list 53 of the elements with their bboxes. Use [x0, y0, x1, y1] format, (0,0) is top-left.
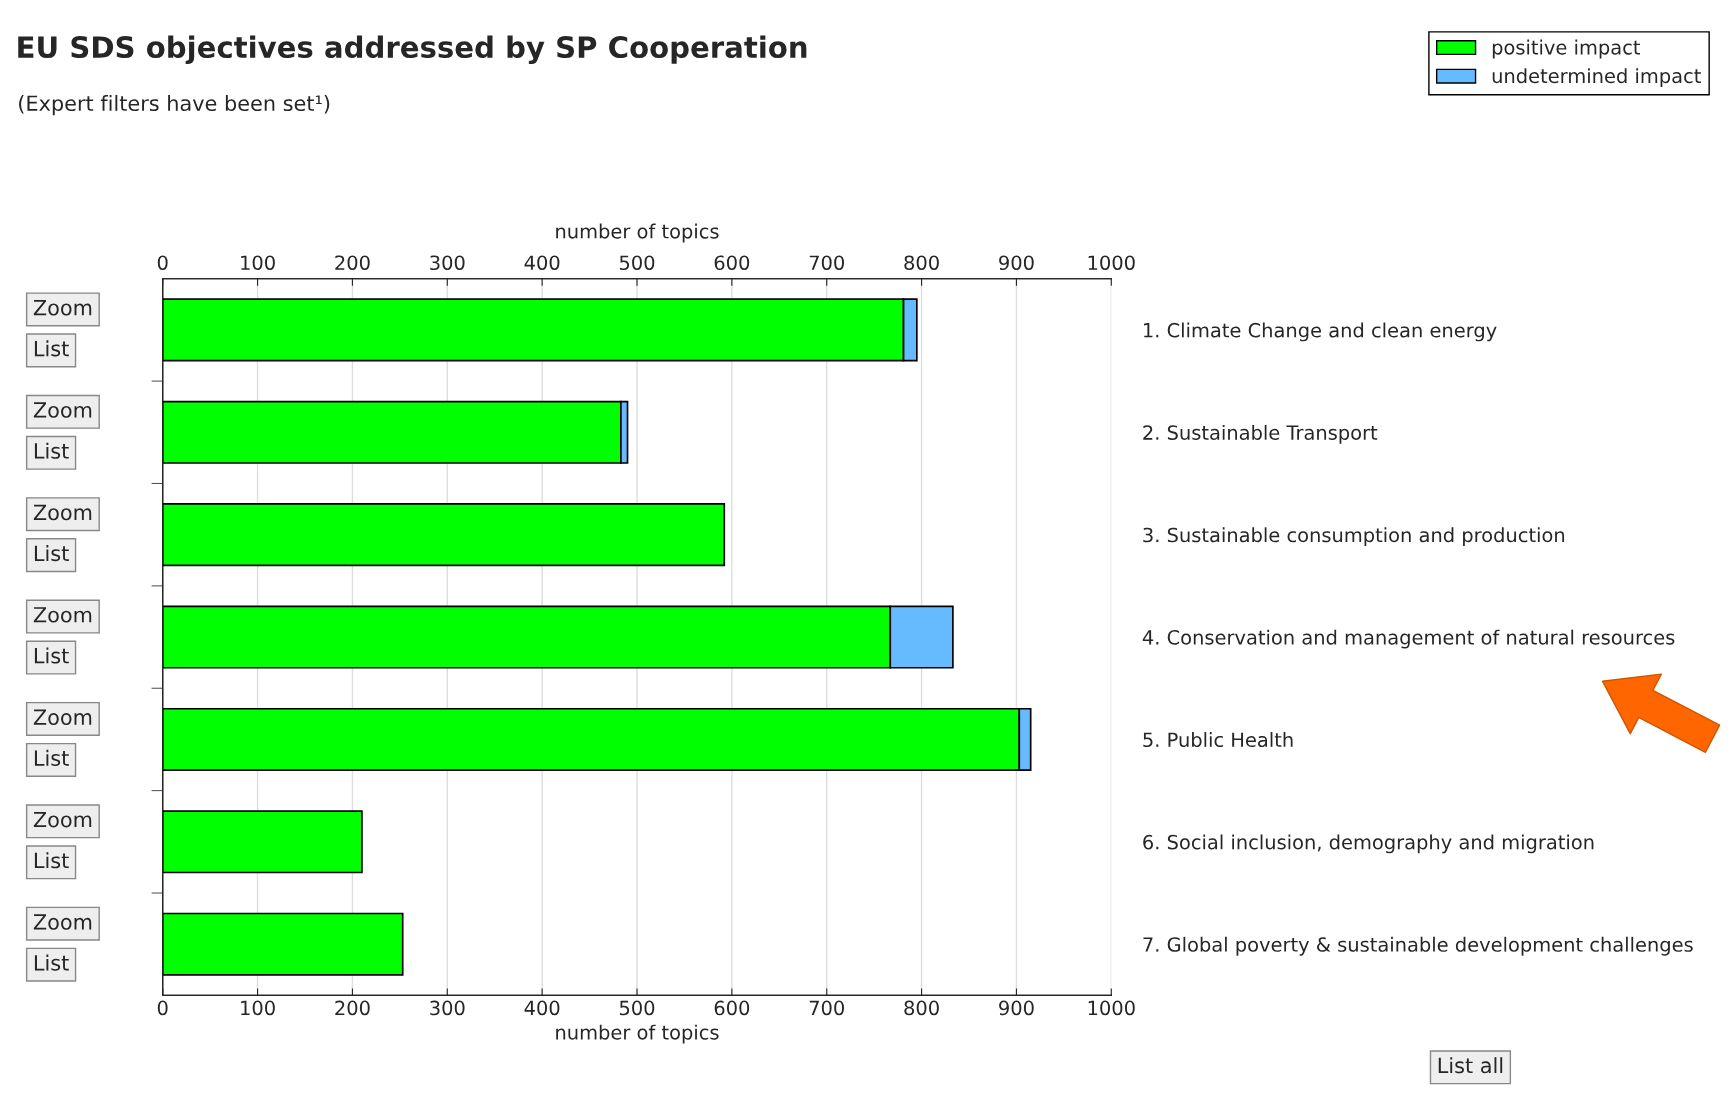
text: List [34, 442, 69, 459]
x2-tick-label: 200 [335, 255, 370, 271]
x2-tick-label: 800 [904, 255, 939, 271]
x-tick-label: 800 [904, 1000, 939, 1016]
text: List [34, 545, 69, 562]
x-axis-title: number of topics [556, 1024, 719, 1044]
text: Zoom [33, 402, 92, 418]
x2-tick-label: 700 [809, 255, 844, 271]
x-tick-label: 100 [241, 1000, 275, 1016]
x2-tick-label: 500 [619, 255, 655, 271]
x2-tick-label: 400 [524, 255, 560, 271]
legend-label: positive impact [1492, 39, 1641, 59]
y-tick-label: 2. Sustainable Transport [1143, 424, 1378, 444]
x2-tick-label: 300 [430, 255, 465, 271]
x-tick-label: 200 [335, 1000, 370, 1016]
legend-label: undetermined impact [1492, 68, 1701, 87]
text: List [34, 749, 69, 766]
x-tick-label: 300 [430, 1000, 465, 1016]
chart-title: EU SDS objectives addressed by SP Cooperation [18, 35, 807, 64]
text: List [34, 647, 69, 664]
text: List [34, 954, 69, 971]
text: List all [1438, 1057, 1503, 1074]
x2-axis-title: number of topics [556, 223, 719, 243]
x-tick-label: 1000 [1088, 1000, 1135, 1016]
x-tick-label: 900 [999, 1000, 1034, 1016]
x2-tick-label: 600 [714, 255, 750, 271]
x2-tick-label: 0 [157, 255, 168, 271]
text: Zoom [33, 709, 92, 726]
x-tick-label: 0 [157, 1000, 168, 1016]
text: Zoom [33, 914, 92, 930]
y-tick-label: 4. Conservation and management of natural resources [1142, 629, 1675, 649]
x2-tick-label: 100 [241, 255, 275, 271]
bar [162, 810, 363, 874]
chart-subtitle: (Expert filters have been set¹) [19, 94, 330, 116]
y-tick-label: 6. Social inclusion, demography and migration [1143, 834, 1594, 854]
x-tick-label: 400 [524, 1000, 560, 1016]
x-tick-label: 600 [714, 1000, 750, 1016]
x2-tick-label: 900 [999, 255, 1034, 271]
bar [162, 503, 726, 567]
text: Zoom [33, 504, 92, 521]
x-tick-label: 500 [619, 1000, 655, 1016]
text: Zoom [33, 811, 92, 828]
text: List [34, 340, 69, 357]
y-tick-label: 3. Sustainable consumption and production [1143, 527, 1565, 547]
text: Zoom [33, 299, 92, 316]
y-tick-label: 1. Climate Change and clean energy [1143, 322, 1497, 342]
text: Zoom [33, 607, 92, 623]
y-tick-label: 7. Global poverty & sustainable development challenges [1143, 936, 1693, 956]
y-tick-label: 5. Public Health [1143, 732, 1293, 748]
bar [162, 912, 404, 976]
text: List [34, 852, 69, 869]
x-tick-label: 700 [809, 1000, 844, 1016]
x2-tick-label: 1000 [1088, 255, 1135, 271]
